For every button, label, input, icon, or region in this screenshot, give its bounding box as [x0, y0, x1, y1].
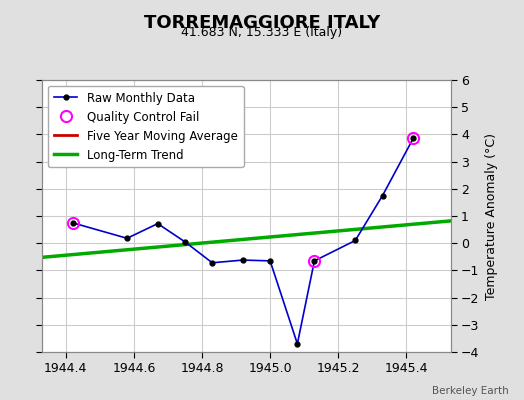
Line: Raw Monthly Data: Raw Monthly Data: [70, 136, 416, 346]
Raw Monthly Data: [267, 258, 274, 263]
Line: Quality Control Fail: Quality Control Fail: [67, 133, 419, 266]
Raw Monthly Data: [70, 220, 76, 225]
Raw Monthly Data: [294, 342, 300, 346]
Raw Monthly Data: [352, 238, 358, 243]
Raw Monthly Data: [240, 258, 246, 262]
Raw Monthly Data: [379, 193, 386, 198]
Raw Monthly Data: [155, 221, 161, 226]
Quality Control Fail: [70, 220, 76, 225]
Quality Control Fail: [410, 136, 417, 141]
Legend: Raw Monthly Data, Quality Control Fail, Five Year Moving Average, Long-Term Tren: Raw Monthly Data, Quality Control Fail, …: [48, 86, 244, 168]
Quality Control Fail: [311, 258, 318, 263]
Raw Monthly Data: [209, 260, 215, 265]
Text: Berkeley Earth: Berkeley Earth: [432, 386, 508, 396]
Raw Monthly Data: [124, 236, 130, 241]
Raw Monthly Data: [311, 258, 318, 263]
Y-axis label: Temperature Anomaly (°C): Temperature Anomaly (°C): [485, 132, 498, 300]
Text: 41.683 N, 15.333 E (Italy): 41.683 N, 15.333 E (Italy): [181, 26, 343, 39]
Text: TORREMAGGIORE ITALY: TORREMAGGIORE ITALY: [144, 14, 380, 32]
Raw Monthly Data: [410, 136, 417, 141]
Raw Monthly Data: [182, 240, 188, 244]
